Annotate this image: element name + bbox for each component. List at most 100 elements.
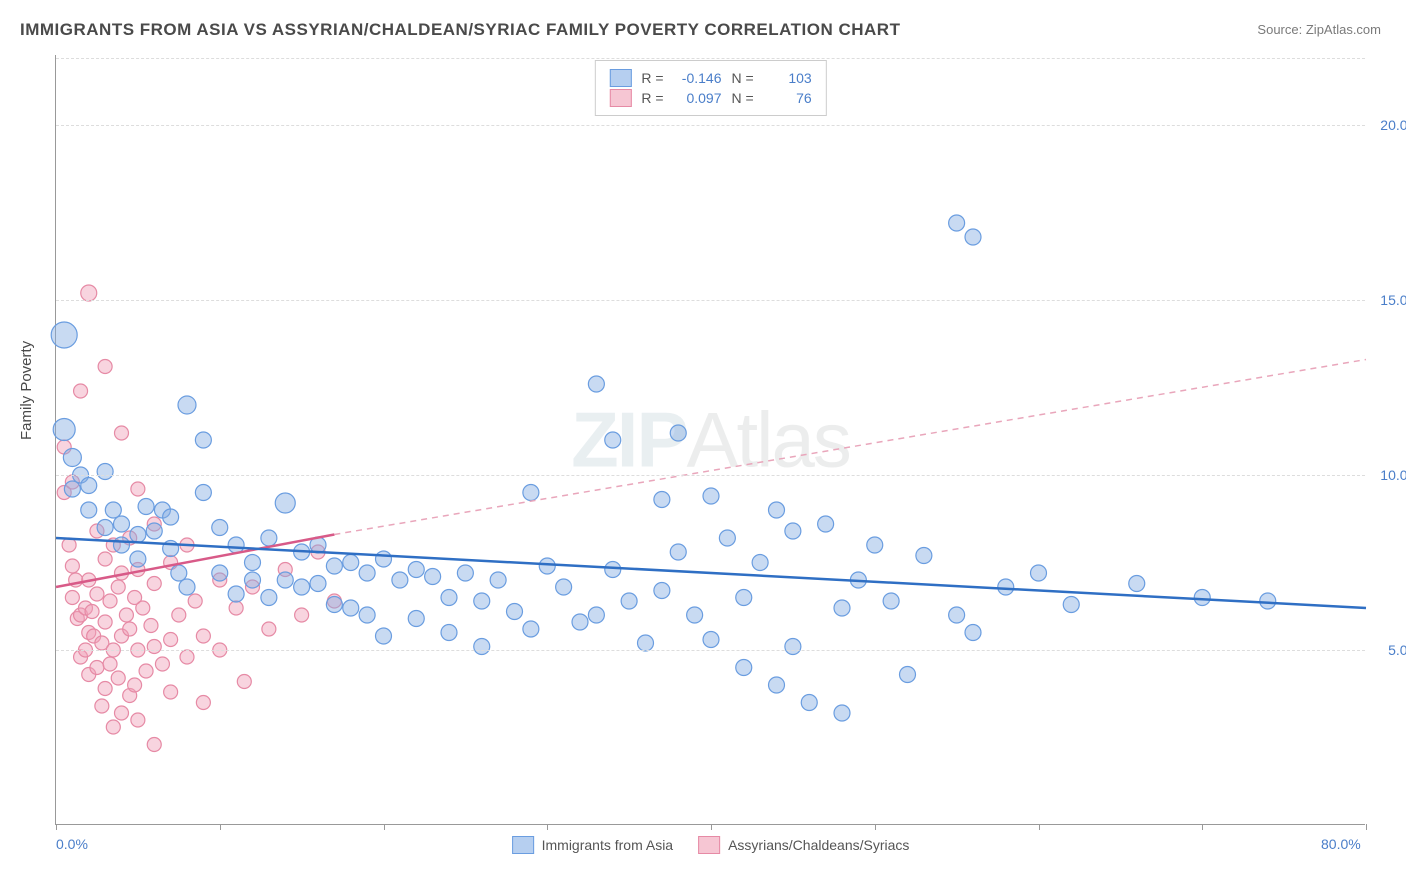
- data-point: [1063, 597, 1079, 613]
- gridline: [56, 650, 1365, 651]
- data-point: [949, 215, 965, 231]
- data-point: [164, 633, 178, 647]
- data-point: [90, 661, 104, 675]
- data-point: [97, 464, 113, 480]
- legend-row-blue: R = -0.146 N = 103: [609, 69, 811, 87]
- data-point: [295, 608, 309, 622]
- data-point: [376, 628, 392, 644]
- data-point: [74, 384, 88, 398]
- gridline: [56, 300, 1365, 301]
- data-point: [228, 586, 244, 602]
- gridline: [56, 58, 1365, 59]
- data-point: [180, 650, 194, 664]
- data-point: [245, 572, 261, 588]
- data-point: [115, 426, 129, 440]
- data-point: [965, 625, 981, 641]
- r-value: 0.097: [674, 90, 722, 106]
- data-point: [539, 558, 555, 574]
- legend-label: Immigrants from Asia: [542, 837, 673, 853]
- data-point: [65, 559, 79, 573]
- data-point: [457, 565, 473, 581]
- data-point: [188, 594, 202, 608]
- x-tick: [56, 824, 57, 830]
- data-point: [654, 492, 670, 508]
- data-point: [95, 699, 109, 713]
- data-point: [474, 593, 490, 609]
- data-point: [752, 555, 768, 571]
- n-value: 103: [764, 70, 812, 86]
- data-point: [195, 432, 211, 448]
- chart-title: IMMIGRANTS FROM ASIA VS ASSYRIAN/CHALDEA…: [20, 20, 900, 40]
- data-point: [769, 502, 785, 518]
- gridline: [56, 475, 1365, 476]
- data-point: [998, 579, 1014, 595]
- data-point: [146, 523, 162, 539]
- r-value: -0.146: [674, 70, 722, 86]
- data-point: [178, 396, 196, 414]
- data-point: [605, 562, 621, 578]
- data-point: [343, 555, 359, 571]
- chart-plot-area: ZIPAtlas R = -0.146 N = 103 R = 0.097 N …: [55, 55, 1365, 825]
- data-point: [128, 678, 142, 692]
- y-tick-label: 5.0%: [1388, 642, 1406, 658]
- data-point: [408, 562, 424, 578]
- data-point: [114, 516, 130, 532]
- source-label: Source:: [1257, 22, 1302, 37]
- data-point: [441, 625, 457, 641]
- data-point: [834, 705, 850, 721]
- data-point: [262, 622, 276, 636]
- data-point: [81, 478, 97, 494]
- data-point: [106, 720, 120, 734]
- data-point: [139, 664, 153, 678]
- data-point: [703, 632, 719, 648]
- data-point: [687, 607, 703, 623]
- data-point: [1194, 590, 1210, 606]
- n-label: N =: [732, 90, 754, 106]
- data-point: [136, 601, 150, 615]
- data-point: [572, 614, 588, 630]
- data-point: [326, 597, 342, 613]
- data-point: [245, 555, 261, 571]
- x-tick: [711, 824, 712, 830]
- x-tick: [1366, 824, 1367, 830]
- data-point: [359, 607, 375, 623]
- data-point: [111, 671, 125, 685]
- data-point: [670, 544, 686, 560]
- source-attribution: Source: ZipAtlas.com: [1257, 22, 1381, 37]
- data-point: [621, 593, 637, 609]
- data-point: [131, 713, 145, 727]
- x-tick: [1202, 824, 1203, 830]
- data-point: [147, 577, 161, 591]
- data-point: [736, 590, 752, 606]
- data-point: [343, 600, 359, 616]
- x-tick: [547, 824, 548, 830]
- data-point: [965, 229, 981, 245]
- legend-row-pink: R = 0.097 N = 76: [609, 89, 811, 107]
- legend-swatch-pink: [698, 836, 720, 854]
- data-point: [144, 619, 158, 633]
- data-point: [196, 629, 210, 643]
- y-tick-label: 10.0%: [1380, 467, 1406, 483]
- data-point: [171, 565, 187, 581]
- trend-line: [334, 360, 1366, 535]
- data-point: [163, 509, 179, 525]
- data-point: [63, 449, 81, 467]
- data-point: [65, 591, 79, 605]
- data-point: [294, 579, 310, 595]
- data-point: [670, 425, 686, 441]
- data-point: [81, 285, 97, 301]
- data-point: [98, 682, 112, 696]
- data-point: [949, 607, 965, 623]
- data-point: [1129, 576, 1145, 592]
- data-point: [556, 579, 572, 595]
- data-point: [103, 594, 117, 608]
- data-point: [588, 607, 604, 623]
- data-point: [147, 738, 161, 752]
- data-point: [900, 667, 916, 683]
- data-point: [237, 675, 251, 689]
- data-point: [474, 639, 490, 655]
- data-point: [90, 587, 104, 601]
- data-point: [507, 604, 523, 620]
- data-point: [490, 572, 506, 588]
- data-point: [867, 537, 883, 553]
